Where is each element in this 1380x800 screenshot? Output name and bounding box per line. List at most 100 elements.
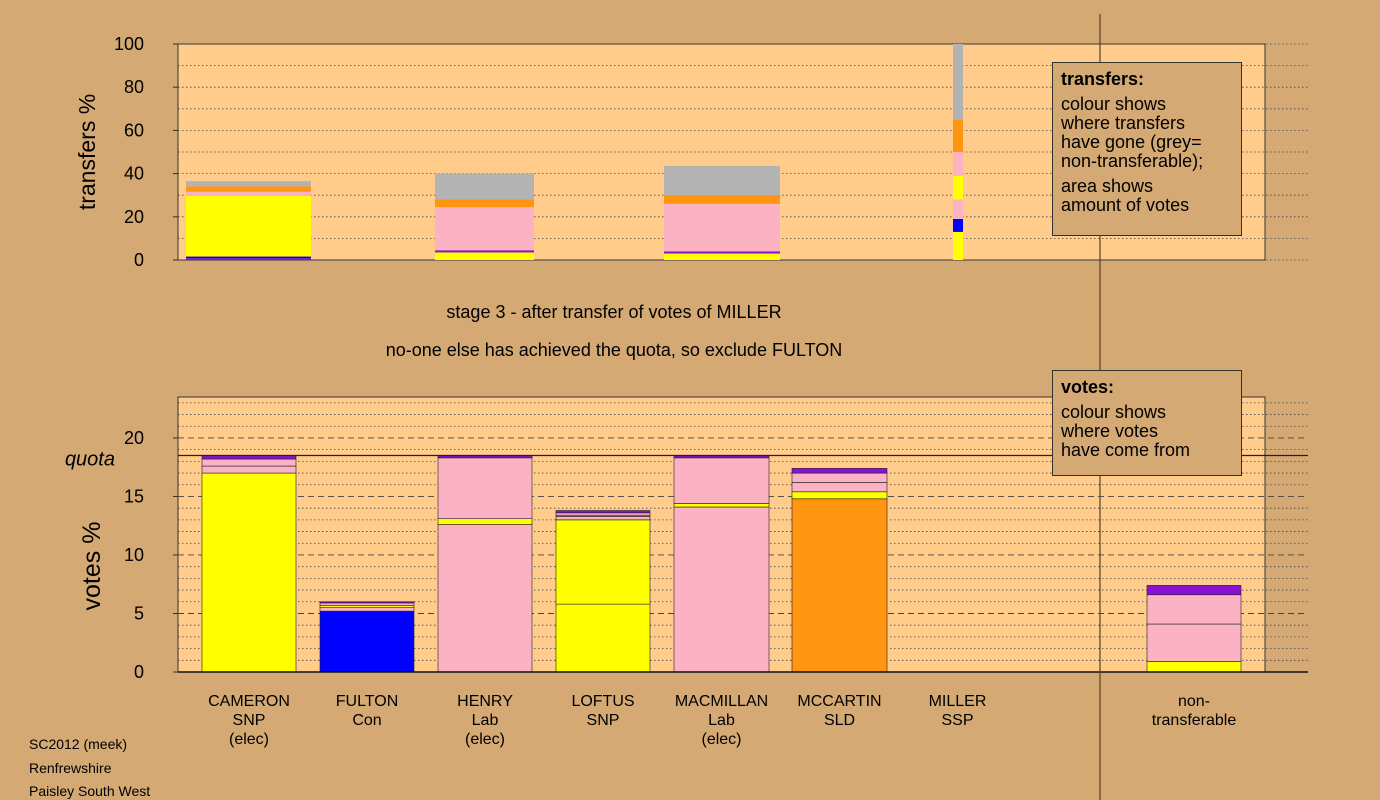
votes-y-axis-label: votes %	[78, 522, 106, 611]
vote-segment-lab	[1146, 623, 1242, 662]
transfer-segment-nontransferable	[435, 173, 534, 200]
candidate-label: MCCARTIN	[797, 693, 881, 710]
transfer-segment-lab	[435, 207, 534, 251]
transfers-legend: transfers: colour shows where transfers …	[1052, 62, 1242, 236]
transfers-y-tick-label: 20	[124, 207, 144, 227]
stage-description: stage 3 - after transfer of votes of MIL…	[446, 302, 782, 322]
vote-bar-henry	[437, 455, 533, 673]
transfers-legend-line: colour shows	[1061, 94, 1167, 114]
transfers-legend-line: have gone (grey=	[1061, 132, 1202, 152]
vote-segment-snp	[555, 519, 651, 605]
vote-segment-ssp	[319, 601, 415, 604]
vote-segment-lab	[791, 482, 888, 493]
transfer-segment-ssp	[186, 258, 311, 260]
vote-segment-ssp	[555, 510, 651, 514]
candidate-label: CAMERON	[208, 693, 290, 710]
vote-segment-sld	[791, 498, 888, 673]
candidate-label: non-	[1178, 693, 1210, 710]
vote-segment-lab	[437, 457, 533, 520]
candidate-label: MILLER	[929, 693, 987, 710]
vote-bar-fulton	[319, 601, 415, 673]
transfer-segment-ssp	[435, 250, 534, 253]
vote-segment-lab	[673, 457, 770, 504]
transfer-segment-lab	[953, 199, 963, 219]
transfer-segment-sld	[664, 195, 780, 204]
candidate-label: SNP	[587, 712, 620, 729]
vote-segment-lab	[319, 607, 415, 612]
quota-label: quota	[65, 449, 115, 471]
transfer-bar-cameron	[186, 181, 311, 260]
votes-y-tick-label: 5	[134, 603, 144, 623]
vote-segment-lab	[201, 458, 297, 467]
transfer-segment-lab	[953, 152, 963, 176]
votes-legend-title: votes:	[1061, 377, 1115, 397]
transfers-legend-title: transfers:	[1061, 69, 1145, 89]
vote-segment-snp	[791, 491, 888, 500]
transfers-y-tick-label: 0	[134, 250, 144, 270]
transfer-segment-ssp	[664, 251, 780, 254]
transfers-y-tick-label: 80	[124, 77, 144, 97]
vote-bar-loftus	[555, 510, 651, 673]
vote-segment-lab	[1146, 594, 1242, 625]
transfer-segment-con	[953, 218, 963, 232]
transfer-segment-nontransferable	[953, 44, 963, 120]
transfer-segment-lab	[664, 203, 780, 252]
footer-ward: Paisley South West	[29, 783, 151, 799]
transfer-bar-miller	[953, 44, 963, 260]
stage-exclusion-note: no-one else has achieved the quota, so e…	[385, 340, 843, 360]
transfers-legend-line: where transfers	[1061, 113, 1186, 133]
vote-segment-ssp	[1146, 585, 1242, 596]
vote-bar-non	[1146, 585, 1242, 673]
votes-y-tick-label: 15	[124, 486, 144, 506]
transfers-legend-line: amount of votes	[1061, 195, 1190, 215]
vote-segment-lab	[555, 512, 651, 516]
vote-segment-lab	[319, 602, 415, 606]
transfers-y-tick-label: 40	[124, 164, 144, 184]
votes-legend-line: have come from	[1061, 440, 1191, 460]
vote-segment-lab	[673, 506, 770, 673]
transfer-segment-nontransferable	[186, 181, 311, 187]
transfer-segment-lab	[186, 191, 311, 197]
candidate-label: Lab	[472, 712, 499, 729]
transfer-segment-sld	[186, 186, 311, 192]
vote-segment-snp	[1146, 661, 1242, 673]
candidate-label: Con	[352, 712, 381, 729]
candidate-label: LOFTUS	[571, 693, 634, 710]
votes-legend: votes: colour shows where votes have com…	[1052, 370, 1242, 476]
transfer-segment-sld	[953, 119, 963, 152]
candidate-label: (elec)	[701, 731, 741, 748]
vote-segment-lab	[201, 465, 297, 474]
candidate-label: MACMILLAN	[675, 693, 768, 710]
candidate-label: transferable	[1152, 712, 1237, 729]
transfer-segment-snp	[435, 252, 534, 260]
vote-segment-snp	[437, 518, 533, 525]
candidate-label: FULTON	[336, 693, 399, 710]
transfers-legend-line: non-transferable);	[1061, 151, 1204, 171]
transfers-legend-line: area shows	[1061, 176, 1154, 196]
transfers-y-axis-label: transfers %	[74, 94, 100, 210]
transfer-segment-snp	[953, 175, 963, 200]
transfer-segment-snp	[186, 196, 311, 257]
votes-legend-line: colour shows	[1061, 402, 1167, 422]
vote-segment-snp	[673, 503, 770, 508]
vote-segment-lab	[555, 516, 651, 521]
candidate-label: SSP	[941, 712, 973, 729]
vote-segment-lab	[437, 524, 533, 673]
votes-y-tick-label: 0	[134, 662, 144, 682]
footer-council: Renfrewshire	[29, 760, 112, 776]
candidate-label: (elec)	[465, 731, 505, 748]
candidate-label: (elec)	[229, 731, 269, 748]
transfers-y-tick-label: 100	[114, 34, 144, 54]
vote-segment-snp	[201, 472, 297, 673]
votes-legend-line: where votes	[1061, 421, 1159, 441]
vote-segment-snp	[319, 604, 415, 608]
transfer-segment-snp	[953, 231, 963, 260]
transfer-bar-henry	[435, 173, 534, 260]
transfer-segment-snp	[664, 253, 780, 260]
footer-method: SC2012 (meek)	[29, 736, 128, 752]
vote-bar-mccartin	[791, 468, 888, 673]
vote-segment-snp	[555, 603, 651, 673]
candidate-label: Lab	[708, 712, 735, 729]
vote-segment-con	[319, 610, 415, 673]
